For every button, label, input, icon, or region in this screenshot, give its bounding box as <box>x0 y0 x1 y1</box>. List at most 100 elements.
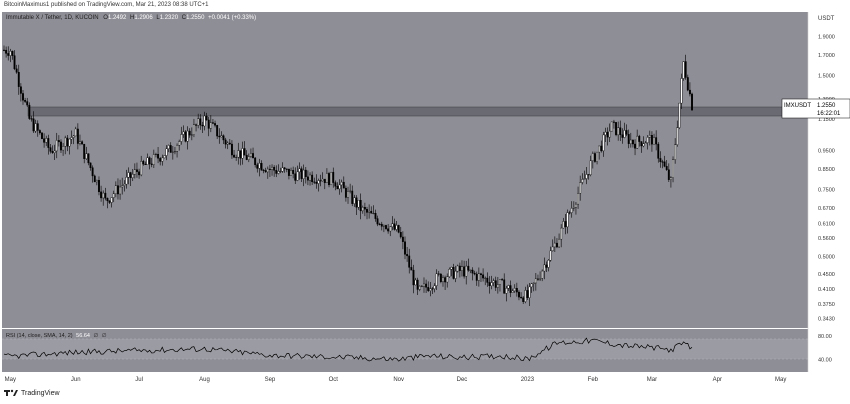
candle-down <box>482 274 485 279</box>
candle-up <box>610 121 613 132</box>
rsi-indicator-value: 56.64 <box>76 333 90 339</box>
candlestick-series <box>3 45 693 306</box>
candle-up <box>209 122 212 129</box>
candle-up <box>547 260 550 268</box>
candle-down <box>243 148 246 156</box>
legend-high-label: H <box>129 15 135 21</box>
candle-up <box>72 135 75 138</box>
candle-up <box>55 140 58 152</box>
candle-down <box>28 104 31 119</box>
candle-down <box>342 181 345 189</box>
candle-down <box>7 53 10 56</box>
candle-down <box>486 277 489 283</box>
candle-up <box>583 178 586 180</box>
legend-open-label: O <box>103 15 108 21</box>
candle-up <box>165 148 168 156</box>
candle-down <box>205 115 208 121</box>
price-tick-label: 1.7000 <box>818 53 835 59</box>
candle-up <box>258 162 261 169</box>
footer-brand: TradingView <box>4 389 60 397</box>
candle-down <box>655 137 658 145</box>
time-tick-label: Jul <box>135 377 143 383</box>
candle-down <box>473 272 476 275</box>
candle-down <box>355 197 358 208</box>
rsi-line <box>3 337 693 362</box>
legend-low-label: L <box>156 15 160 21</box>
candle-down <box>691 93 693 111</box>
candle-up <box>577 193 580 205</box>
candle-down <box>306 176 309 181</box>
candle-down <box>315 181 318 184</box>
candle-up <box>152 154 155 165</box>
candle-down <box>91 167 94 177</box>
candle-up <box>448 269 451 277</box>
candle-up <box>450 267 453 270</box>
candle-down <box>619 127 622 135</box>
candle-up <box>617 127 620 136</box>
candle-up <box>281 167 284 172</box>
candle-up <box>682 61 685 79</box>
candle-down <box>57 140 60 143</box>
candle-down <box>184 131 187 142</box>
candle-down <box>304 169 307 178</box>
candle-up <box>669 177 672 180</box>
candle-up <box>461 266 463 271</box>
candle-down <box>144 163 147 165</box>
candle-up <box>171 151 174 153</box>
candle-up <box>429 288 432 291</box>
price-pane[interactable] <box>2 12 808 328</box>
candle-up <box>549 250 552 261</box>
candle-up <box>125 177 128 185</box>
candle-down <box>283 167 286 170</box>
candle-up <box>226 142 229 145</box>
candle-up <box>513 287 516 292</box>
candle-up <box>102 192 105 199</box>
candle-down <box>66 137 69 147</box>
candle-down <box>60 141 62 151</box>
candle-up <box>420 285 423 287</box>
candle-down <box>556 242 558 248</box>
bar-countdown: 16:22:01 <box>817 111 841 117</box>
price-tick-label: 1.9000 <box>818 34 835 40</box>
candle-down <box>378 223 381 225</box>
candle-up <box>178 141 181 146</box>
candle-up <box>469 269 472 271</box>
candle-down <box>264 170 267 173</box>
candle-down <box>275 170 278 174</box>
candle-down <box>393 223 396 230</box>
candle-up <box>235 156 238 158</box>
candle-down <box>41 132 43 139</box>
candle-down <box>313 181 316 183</box>
candle-up <box>64 137 67 147</box>
candle-up <box>176 145 179 152</box>
candle-up <box>534 278 537 284</box>
candle-up <box>604 131 607 136</box>
candle-up <box>167 145 170 150</box>
candle-down <box>5 49 8 54</box>
candle-up <box>629 139 632 144</box>
candle-down <box>224 139 227 145</box>
candle-down <box>397 225 400 233</box>
candle-up <box>296 171 299 181</box>
candle-down <box>24 100 27 102</box>
candle-down <box>87 153 90 164</box>
candle-down <box>230 143 233 156</box>
candle-up <box>85 153 88 159</box>
candle-down <box>11 50 14 56</box>
candle-down <box>30 118 33 120</box>
candle-down <box>621 134 624 138</box>
candle-up <box>446 276 449 283</box>
candle-up <box>349 190 352 192</box>
candle-up <box>309 174 311 181</box>
candle-down <box>260 162 263 171</box>
candle-up <box>499 279 501 285</box>
candle-up <box>539 278 542 280</box>
candle-down <box>17 72 20 87</box>
candle-up <box>490 282 493 286</box>
rsi-band <box>2 339 808 359</box>
candle-up <box>608 130 611 138</box>
candle-down <box>522 297 525 302</box>
time-tick-label: Aug <box>199 377 210 383</box>
candle-down <box>387 228 390 232</box>
